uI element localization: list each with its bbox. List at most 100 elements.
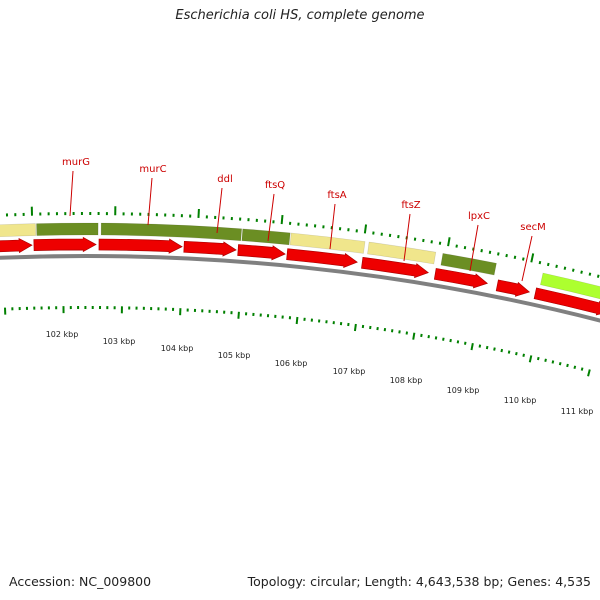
- cds-arrow: [0, 237, 33, 254]
- feature-block: [440, 253, 497, 276]
- scale-tick: [463, 341, 467, 345]
- scale-tick: [412, 332, 416, 340]
- scale-tick: [493, 347, 496, 351]
- cds-arrow: [237, 244, 286, 261]
- scale-tick: [434, 336, 438, 340]
- cds-arrow: [495, 279, 531, 297]
- cds-arrow: [183, 240, 237, 257]
- scale-tick: [522, 353, 525, 357]
- outer-tick: [530, 253, 535, 263]
- scale-tick: [456, 340, 460, 344]
- scale-tick: [507, 350, 511, 354]
- feature-block: [241, 228, 291, 246]
- gene-leader-line: [469, 224, 479, 272]
- outer-tick: [546, 262, 550, 267]
- scale-tick: [478, 344, 482, 348]
- gene-leader-line: [267, 193, 275, 242]
- outer-tick: [522, 257, 525, 261]
- outer-tick: [563, 266, 567, 270]
- scale-label: 111 kbp: [561, 407, 594, 416]
- outer-tick: [580, 270, 583, 274]
- scale-label: 110 kbp: [504, 396, 537, 405]
- outer-tick: [447, 237, 451, 247]
- gene-label-ddl: ddl: [217, 174, 232, 185]
- outer-tick: [488, 250, 492, 254]
- scale-tick: [470, 343, 474, 351]
- outer-tick: [480, 249, 483, 253]
- gene-label-ftsA: ftsA: [327, 190, 346, 201]
- scale-tick: [580, 367, 584, 371]
- scale-label: 104 kbp: [161, 344, 194, 353]
- scale-ring: 102 kbp 103 kbp 104 kbp 105 kbp 106 kbp 107 k…: [3, 305, 594, 416]
- gene-leader-line: [521, 235, 533, 282]
- feature-block: [36, 222, 99, 236]
- gene-leader-line: [147, 177, 153, 226]
- gene-label-secM: secM: [520, 222, 546, 233]
- cds-arrow: [533, 287, 600, 316]
- feature-track: [0, 222, 600, 300]
- gene-leader-line: [329, 203, 336, 250]
- scale-tick: [566, 363, 569, 368]
- scale-tick: [500, 348, 504, 353]
- outer-tick-ring: [5, 206, 600, 278]
- scale-tick: [558, 362, 562, 366]
- scale-tick: [485, 345, 489, 350]
- outer-tick: [497, 252, 500, 256]
- scale-tick: [237, 311, 240, 319]
- gene-leader-line: [216, 187, 223, 234]
- outer-tick: [505, 253, 508, 258]
- gene-leader-line: [403, 213, 411, 262]
- scale-tick: [427, 335, 430, 339]
- gene-label-murC: murC: [139, 164, 166, 175]
- scale-tick: [449, 338, 452, 343]
- outer-tick: [571, 268, 575, 272]
- gene-label-lpxC: lpxC: [468, 211, 490, 222]
- cds-arrow: [33, 236, 97, 253]
- outer-tick: [455, 244, 458, 248]
- scale-tick: [536, 356, 540, 361]
- scale-tick: [551, 360, 555, 364]
- scale-label: 103 kbp: [103, 337, 136, 346]
- outer-tick: [538, 260, 542, 265]
- cds-arrow: [361, 256, 429, 279]
- outer-tick: [463, 245, 467, 250]
- cds-track: [0, 236, 600, 316]
- outer-tick: [588, 272, 592, 276]
- scale-label: 102 kbp: [46, 330, 79, 339]
- feature-block: [540, 272, 600, 300]
- outer-tick: [363, 224, 368, 234]
- scale-label: 106 kbp: [275, 359, 308, 368]
- scale-label: 109 kbp: [447, 386, 480, 395]
- genome-title: Escherichia coli HS, complete genome: [175, 8, 425, 23]
- scale-label: 108 kbp: [390, 376, 423, 385]
- gene-label-murG: murG: [62, 157, 90, 168]
- outer-tick: [438, 241, 442, 245]
- accession-text: Accession: NC_009800: [9, 574, 152, 589]
- scale-tick: [353, 323, 357, 332]
- gene-label-layer: murG murC ddl ftsQ ftsA ftsZ lpxC secM: [62, 157, 546, 282]
- backbone-line: [0, 254, 600, 323]
- gene-label-ftsZ: ftsZ: [401, 200, 420, 211]
- cds-arrow: [98, 238, 183, 254]
- scale-label: 107 kbp: [333, 367, 366, 376]
- cds-arrow: [433, 268, 489, 289]
- scale-tick: [442, 337, 445, 341]
- backbone: [0, 254, 600, 323]
- outer-tick: [513, 255, 517, 259]
- scale-tick: [587, 369, 591, 377]
- gene-leader-line: [69, 170, 74, 217]
- outer-tick: [280, 214, 284, 225]
- scale-tick: [515, 352, 518, 356]
- scale-tick: [544, 358, 547, 362]
- feature-block: [289, 232, 366, 254]
- scale-tick: [528, 355, 533, 363]
- scale-tick: [295, 316, 299, 325]
- outer-tick: [555, 264, 558, 269]
- gene-label-ftsQ: ftsQ: [265, 180, 285, 191]
- scale-tick: [573, 365, 577, 369]
- outer-tick: [596, 274, 600, 278]
- topology-summary: Topology: circular; Length: 4,643,538 bp…: [247, 574, 591, 589]
- cds-arrow: [286, 248, 358, 269]
